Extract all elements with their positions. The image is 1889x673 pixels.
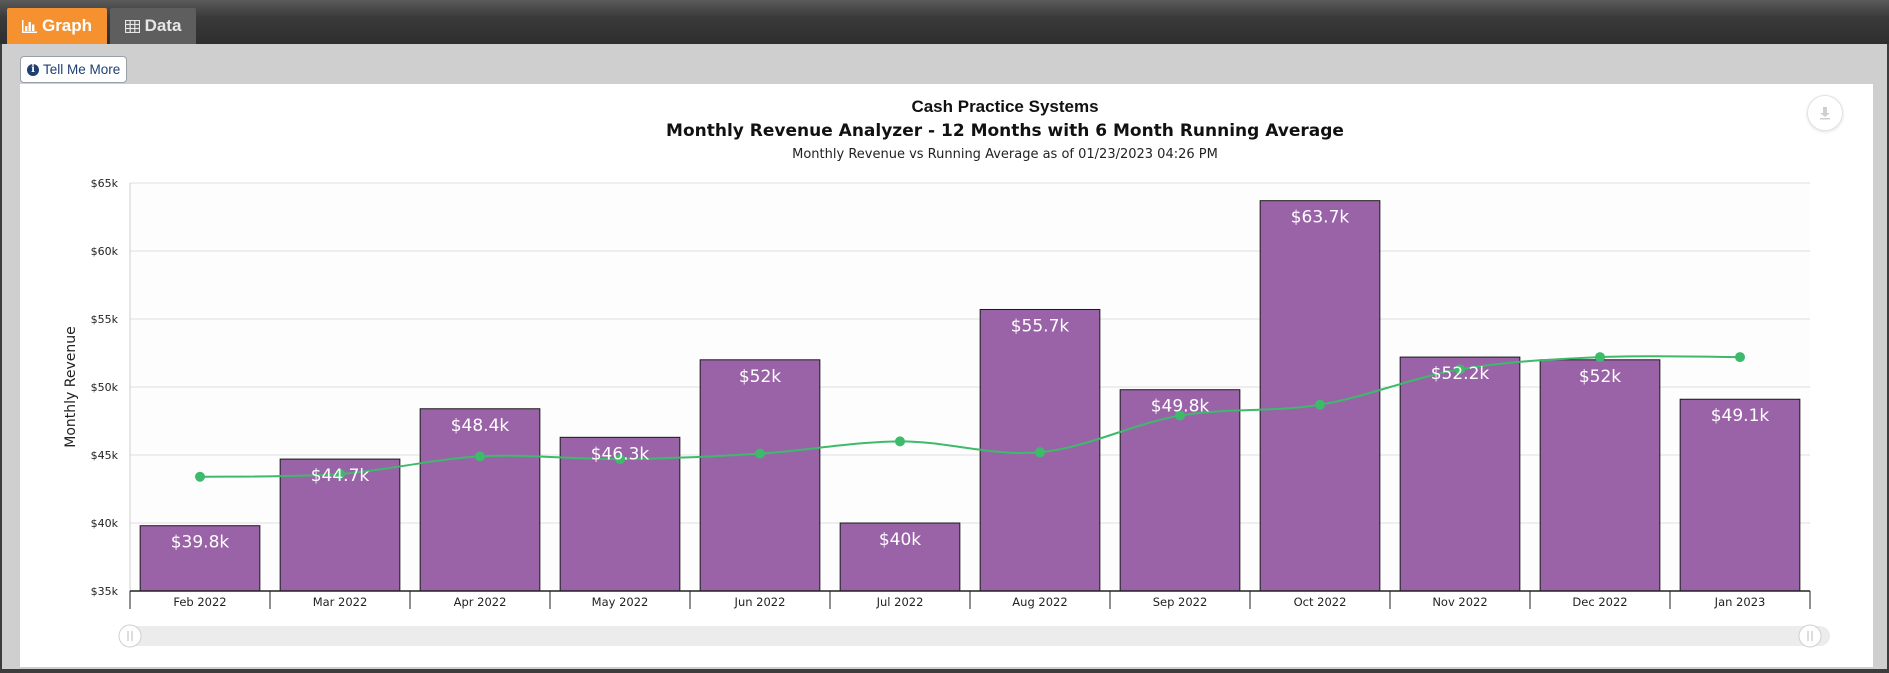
bar-data-label: $52k xyxy=(1579,367,1621,387)
running-average-point xyxy=(1735,352,1745,363)
y-tick-label: $60k xyxy=(91,245,119,258)
y-tick-label: $45k xyxy=(91,449,119,462)
tab-data[interactable]: Data xyxy=(110,8,196,44)
tab-data-label: Data xyxy=(144,16,182,35)
x-tick-label: Nov 2022 xyxy=(1432,595,1487,609)
revenue-chart: $35k $40k $45k $50k $55k $60k $65k Feb 2022 Mar … xyxy=(63,97,1830,648)
y-axis-label: Monthly Revenue xyxy=(63,326,79,447)
bar-data-label: $63.7k xyxy=(1291,208,1350,228)
bar-data-label: $49.8k xyxy=(1151,397,1210,417)
running-average-point xyxy=(1315,399,1325,410)
x-tick-label: Feb 2022 xyxy=(173,595,226,609)
bar xyxy=(1399,356,1521,592)
chart-caption: Monthly Revenue vs Running Average as of… xyxy=(792,147,1218,162)
running-average-point xyxy=(1035,447,1045,458)
tab-graph[interactable]: Graph xyxy=(7,8,107,44)
running-average-point xyxy=(615,454,625,465)
x-tick-label: Dec 2022 xyxy=(1572,595,1627,609)
running-average-point xyxy=(195,471,205,482)
bar xyxy=(1539,359,1661,592)
bar-data-label: $40k xyxy=(879,530,921,550)
bar-data-label: $44.7k xyxy=(311,466,370,486)
bar-data-label: $48.4k xyxy=(451,416,510,436)
bar xyxy=(1119,389,1241,592)
x-tick-label: Oct 2022 xyxy=(1294,595,1347,609)
running-average-point xyxy=(335,469,345,480)
x-tick-label: May 2022 xyxy=(592,595,649,609)
bar-data-label: $46.3k xyxy=(591,444,650,464)
x-tick-label: Apr 2022 xyxy=(454,595,507,609)
x-tick-label: Jul 2022 xyxy=(876,595,924,609)
running-average-line xyxy=(199,355,1741,478)
running-average-point xyxy=(895,436,905,447)
tell-me-more-label: Tell Me More xyxy=(43,62,121,77)
bar xyxy=(1679,398,1801,592)
y-tick-label: $50k xyxy=(91,381,119,394)
y-tick-label: $35k xyxy=(91,585,119,598)
tell-me-more-button[interactable]: i Tell Me More xyxy=(20,56,128,83)
handle-knob xyxy=(1798,624,1822,648)
x-tick-label: Mar 2022 xyxy=(313,595,368,609)
running-average-point xyxy=(755,448,765,459)
bar-data-label: $55.7k xyxy=(1011,316,1070,336)
download-icon xyxy=(1820,107,1830,120)
x-tick-label: Aug 2022 xyxy=(1012,595,1067,609)
navigator-left-handle[interactable] xyxy=(118,624,142,648)
y-tick-label: $65k xyxy=(91,177,119,190)
running-average-point xyxy=(1175,410,1185,421)
bar-data-label: $52.2k xyxy=(1431,364,1490,384)
top-tab-bar: Graph Data xyxy=(0,0,1889,44)
chart-title: Cash Practice Systems xyxy=(911,97,1098,116)
bar xyxy=(839,522,961,592)
tab-graph-label: Graph xyxy=(41,16,93,35)
bar-data-label: $39.8k xyxy=(171,533,230,553)
y-tick-label: $55k xyxy=(91,313,119,326)
x-tick-label: Sep 2022 xyxy=(1153,595,1208,609)
bar xyxy=(419,408,541,592)
navigator-right-handle[interactable] xyxy=(1798,624,1822,648)
handle-knob xyxy=(118,624,142,648)
x-tick-label: Jan 2023 xyxy=(1714,595,1766,609)
bar-data-label: $52k xyxy=(739,367,781,387)
navigator-track xyxy=(125,626,1830,646)
y-tick-label: $40k xyxy=(91,517,119,530)
running-average-point xyxy=(475,451,485,462)
download-button[interactable] xyxy=(1807,95,1843,131)
bar-data-label: $49.1k xyxy=(1711,406,1770,426)
chart-panel: $35k $40k $45k $50k $55k $60k $65k Feb 2022 Mar … xyxy=(20,84,1873,667)
info-icon: i xyxy=(27,63,39,76)
bar xyxy=(699,359,821,592)
table-icon xyxy=(124,19,140,33)
running-average-point xyxy=(1595,352,1605,363)
running-average-point xyxy=(1455,364,1465,375)
chart-subtitle: Monthly Revenue Analyzer - 12 Months wit… xyxy=(666,121,1344,141)
x-tick-label: Jun 2022 xyxy=(734,595,786,609)
bar-chart-icon xyxy=(21,19,37,33)
